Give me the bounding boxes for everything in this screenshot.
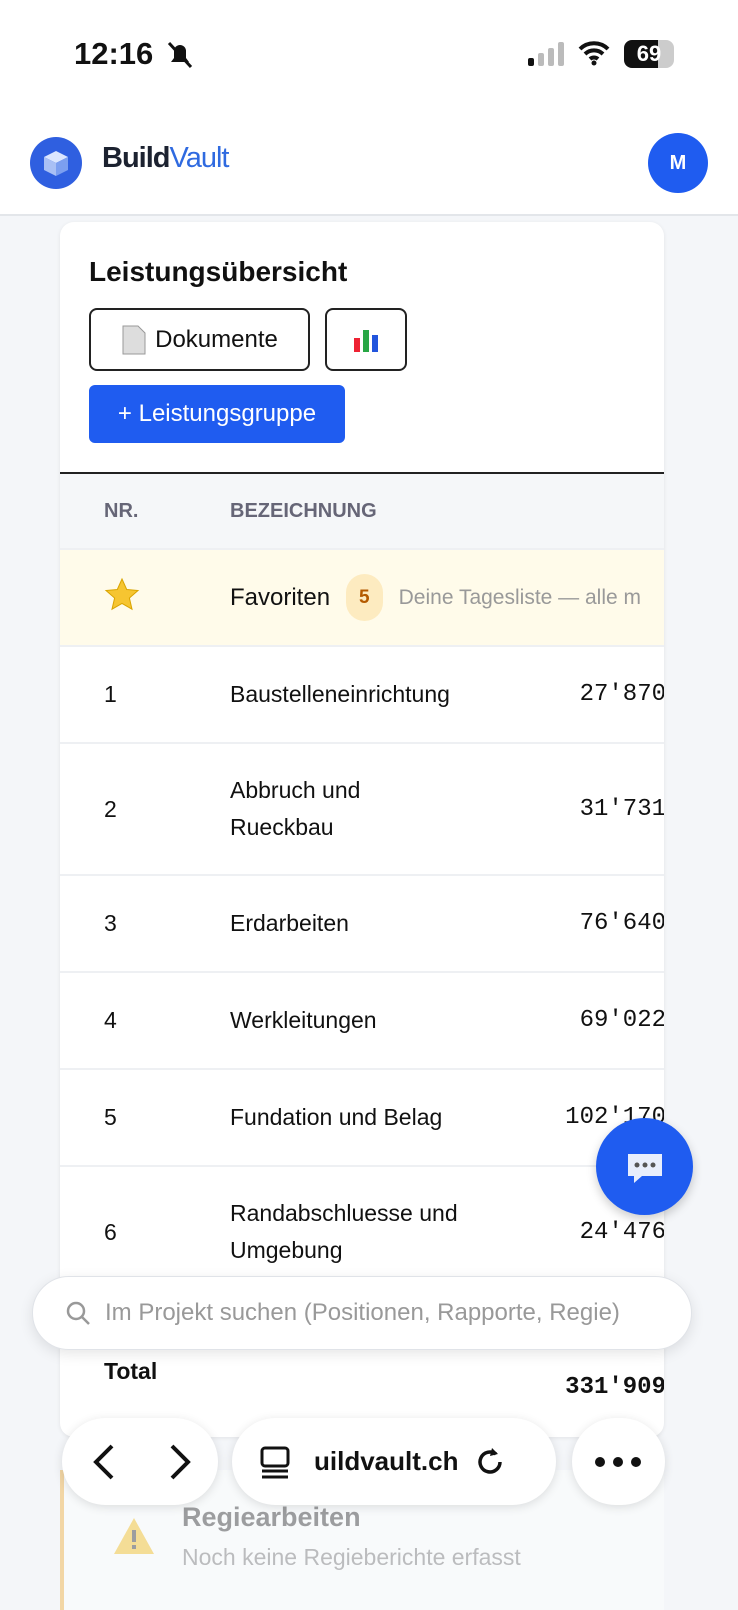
chart-button[interactable] xyxy=(325,308,407,371)
signal-icon xyxy=(528,42,564,66)
table-row[interactable]: 1 Baustelleneinrichtung 27'870 xyxy=(60,647,664,744)
search-placeholder: Im Projekt suchen (Positionen, Rapporte,… xyxy=(105,1299,620,1326)
row-amount: 31'731 xyxy=(579,795,664,823)
brand[interactable]: BuildVault xyxy=(102,142,230,175)
chat-button[interactable] xyxy=(596,1118,693,1215)
row-amount: 24'476 xyxy=(579,1218,664,1246)
overview-card: Leistungsübersicht Dokumente + Leistungs… xyxy=(60,222,664,1437)
row-number: 5 xyxy=(104,1104,117,1130)
row-amount: 69'022 xyxy=(579,1007,664,1034)
favorites-row[interactable]: Favoriten 5 Deine Tagesliste — alle m xyxy=(60,550,664,647)
logo xyxy=(30,137,82,189)
documents-button[interactable]: Dokumente xyxy=(89,308,310,371)
row-name: Baustelleneinrichtung xyxy=(230,681,450,707)
table-rule xyxy=(60,472,664,474)
brand-suffix: Vault xyxy=(169,142,230,174)
row-name: Fundation und Belag xyxy=(230,1104,443,1130)
tabs-icon xyxy=(260,1446,290,1478)
back-button[interactable] xyxy=(86,1442,126,1482)
table-row[interactable]: 2 Abbruch und Rueckbau 31'731 xyxy=(60,744,664,876)
documents-label: Dokumente xyxy=(155,325,278,353)
doc-icon xyxy=(122,325,146,354)
table-header: NR. BEZEICHNUNG xyxy=(60,474,664,550)
clock: 12:16 xyxy=(74,36,154,71)
total-label: Total xyxy=(104,1358,158,1384)
battery: 69 xyxy=(624,40,674,68)
warning-icon xyxy=(114,1518,154,1554)
row-name: Erdarbeiten xyxy=(230,910,349,936)
chat-icon xyxy=(628,1154,662,1183)
total-value: 331'909 xyxy=(565,1374,664,1401)
search-bar[interactable]: Im Projekt suchen (Positionen, Rapporte,… xyxy=(32,1276,692,1350)
regie-title: Regiearbeiten xyxy=(182,1502,361,1532)
column-header: BEZEICHNUNG xyxy=(230,499,377,522)
favorites-count: 5 xyxy=(346,574,383,621)
add-group-button[interactable]: + Leistungsgruppe xyxy=(89,385,345,443)
favorites-label: Favoriten xyxy=(230,584,331,611)
table-row[interactable]: 3 Erdarbeiten 76'640 xyxy=(60,876,664,973)
favorites-note: Deine Tagesliste — alle m xyxy=(398,586,642,609)
url: uildvault.ch xyxy=(314,1446,459,1476)
avatar[interactable]: M xyxy=(648,133,708,193)
nav-pill xyxy=(62,1418,218,1505)
row-number: 1 xyxy=(104,681,117,707)
forward-button[interactable] xyxy=(158,1442,198,1482)
regie-subtitle: Noch keine Regieberichte erfasst xyxy=(182,1544,521,1570)
row-number: 3 xyxy=(104,910,117,936)
column-header: NR. xyxy=(104,499,139,522)
row-amount: 76'640 xyxy=(579,910,664,937)
search-icon xyxy=(66,1301,90,1325)
row-amount: 27'870 xyxy=(579,681,664,708)
card-title: Leistungsübersicht xyxy=(89,256,348,287)
table-row[interactable]: 4 Werkleitungen 69'022 xyxy=(60,973,664,1070)
mute-icon xyxy=(167,41,193,69)
chart-icon xyxy=(354,329,378,352)
favorites-cell: Favoriten 5 Deine Tagesliste — alle m xyxy=(230,574,664,621)
row-name: Abbruch und Rueckbau xyxy=(230,777,361,840)
wifi-icon xyxy=(578,41,610,66)
reload-button[interactable] xyxy=(472,1444,508,1480)
star-icon xyxy=(104,577,140,619)
more-button[interactable] xyxy=(572,1418,665,1505)
row-name: Werkleitungen xyxy=(230,1007,377,1033)
table-row[interactable]: 5 Fundation und Belag 102'170 xyxy=(60,1070,664,1167)
url-pill[interactable]: uildvault.ch xyxy=(232,1418,556,1505)
top-area: 12:16 69 BuildVault M xyxy=(0,0,738,216)
brand-prefix: Build xyxy=(102,142,170,174)
table: NR. BEZEICHNUNG Favoriten 5 Deine Tagesliste… xyxy=(60,474,664,1299)
row-number: 6 xyxy=(104,1218,117,1245)
row-number: 4 xyxy=(104,1007,117,1033)
row-number: 2 xyxy=(104,795,117,822)
more-icon xyxy=(595,1457,641,1467)
row-name: Randabschluesse und Umgebung xyxy=(230,1200,458,1263)
